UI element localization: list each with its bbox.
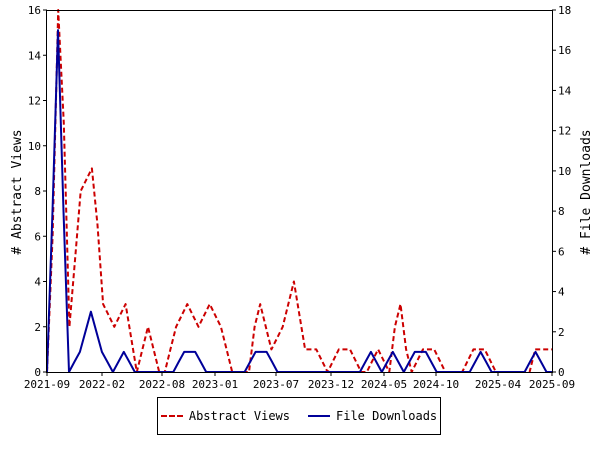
legend-swatch-abstract-views	[160, 415, 183, 417]
x-tick-label: 2022-08	[139, 378, 185, 391]
left-tick-label: 6	[34, 230, 41, 243]
y-axis-left-title: # Abstract Views	[10, 129, 25, 254]
right-tick-label: 10	[558, 165, 571, 178]
x-tick-label: 2025-09	[529, 378, 575, 391]
left-axis: 0 2 4 6 8 10 12 14 16	[28, 4, 47, 379]
right-tick-label: 12	[558, 125, 571, 138]
legend-label-abstract-views: Abstract Views	[188, 409, 290, 423]
x-tick-label: 2024-05	[361, 378, 407, 391]
left-tick-label: 10	[28, 140, 41, 153]
right-tick-label: 2	[558, 326, 565, 339]
right-tick-label: 0	[558, 366, 565, 379]
left-tick-label: 12	[28, 95, 41, 108]
left-tick-label: 16	[28, 4, 41, 17]
legend-label-file-downloads: File Downloads	[336, 409, 438, 423]
plot-frame	[46, 10, 553, 373]
legend-swatch-file-downloads	[308, 415, 330, 417]
x-tick-label: 2023-07	[253, 378, 299, 391]
right-axis: 0 2 4 6 8 10 12 14 16 18	[552, 4, 572, 379]
legend-item-file-downloads: File Downloads	[308, 409, 437, 423]
right-tick-label: 16	[558, 44, 571, 57]
series-line-abstract-views	[46, 9, 552, 373]
x-tick-label: 2025-04	[475, 378, 522, 391]
right-tick-label: 6	[558, 245, 565, 258]
right-tick-label: 14	[558, 84, 572, 97]
left-tick-label: 0	[34, 366, 41, 379]
x-axis: 2021-09 2022-02 2022-08 2023-01 2023-07 2023-…	[24, 372, 575, 391]
right-tick-label: 4	[558, 286, 565, 299]
left-tick-label: 14	[28, 49, 42, 62]
x-tick-label: 2024-10	[413, 378, 459, 391]
x-tick-label: 2023-12	[308, 378, 354, 391]
right-tick-label: 18	[558, 4, 571, 17]
legend: Abstract Views File Downloads	[157, 397, 441, 435]
y-axis-right-title: # File Downloads	[579, 129, 594, 254]
left-tick-label: 4	[34, 276, 41, 289]
left-tick-label: 2	[34, 321, 41, 334]
right-tick-label: 8	[558, 205, 565, 218]
legend-item-abstract-views: Abstract Views	[160, 409, 290, 423]
left-tick-label: 8	[34, 185, 41, 198]
x-tick-label: 2021-09	[24, 378, 70, 391]
x-tick-label: 2023-01	[192, 378, 238, 391]
plot-lines	[46, 9, 552, 373]
x-tick-label: 2022-02	[79, 378, 125, 391]
